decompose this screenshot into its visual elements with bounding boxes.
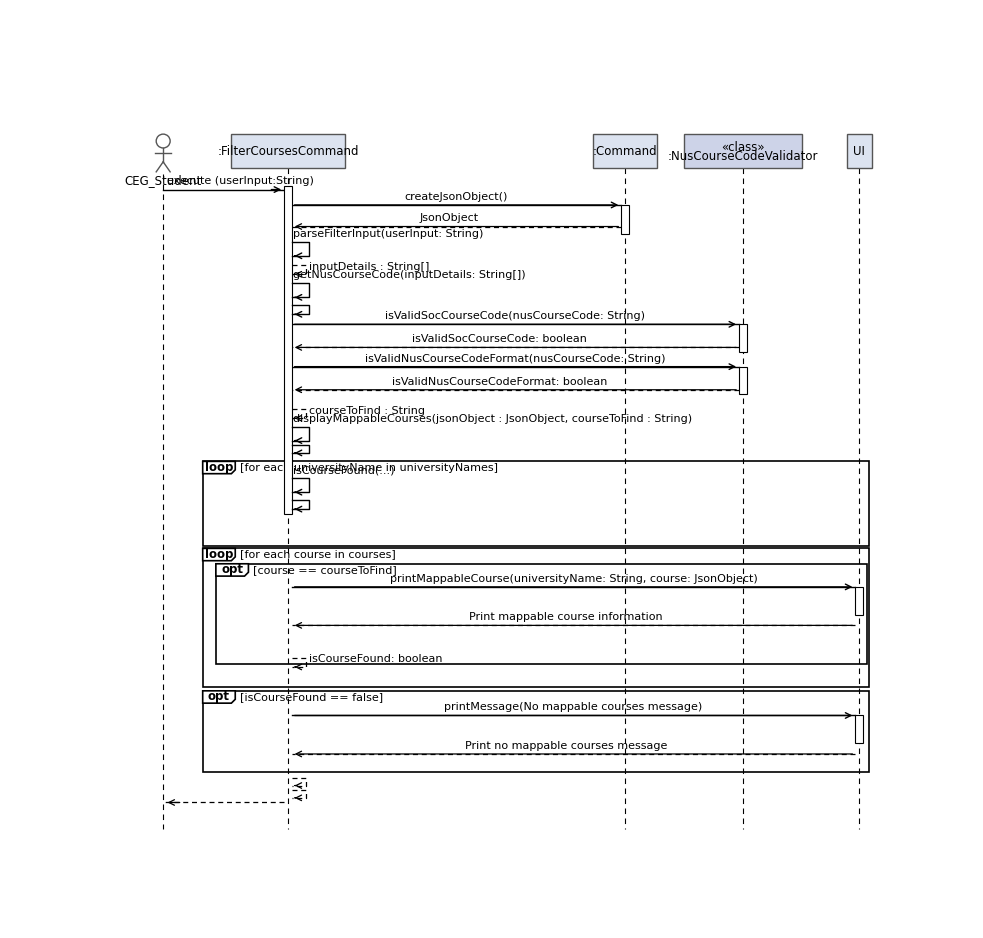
Text: :FilterCoursesCommand: :FilterCoursesCommand xyxy=(217,144,359,158)
Bar xyxy=(739,325,747,352)
Text: Print mappable course information: Print mappable course information xyxy=(469,613,663,622)
Text: printMessage(No mappable courses message): printMessage(No mappable courses message… xyxy=(444,703,703,712)
Text: displayMappableCourses(jsonObject : JsonObject, courseToFind : String): displayMappableCourses(jsonObject : Json… xyxy=(293,414,692,424)
Polygon shape xyxy=(202,461,235,474)
Bar xyxy=(231,134,345,168)
Text: courseToFind : String: courseToFind : String xyxy=(309,405,425,416)
Text: loop: loop xyxy=(204,461,233,474)
Text: isValidSocCourseCode(nusCourseCode: String): isValidSocCourseCode(nusCourseCode: Stri… xyxy=(385,311,646,321)
Text: printMappableCourse(universityName: String, course: JsonObject): printMappableCourse(universityName: Stri… xyxy=(389,574,758,583)
Bar xyxy=(855,587,863,614)
Text: loop: loop xyxy=(204,548,233,561)
Bar xyxy=(684,134,802,168)
Text: opt: opt xyxy=(221,564,243,577)
Bar xyxy=(202,461,869,546)
Bar xyxy=(202,690,869,772)
Text: parseFilterInput(userInput: String): parseFilterInput(userInput: String) xyxy=(293,229,484,239)
Text: Print no mappable courses message: Print no mappable courses message xyxy=(465,741,667,751)
Bar xyxy=(846,134,872,168)
Text: opt: opt xyxy=(208,690,230,704)
Polygon shape xyxy=(202,549,235,561)
Text: UI: UI xyxy=(853,144,865,158)
Text: «class»: «class» xyxy=(722,141,765,154)
Polygon shape xyxy=(216,564,249,576)
Text: JsonObject: JsonObject xyxy=(419,214,479,223)
Bar xyxy=(855,716,863,743)
Text: createJsonObject(): createJsonObject() xyxy=(405,192,508,202)
Text: isCourseFound(...): isCourseFound(...) xyxy=(293,465,395,476)
Text: isValidNusCourseCodeFormat(nusCourseCode: String): isValidNusCourseCodeFormat(nusCourseCode… xyxy=(365,354,665,364)
Bar xyxy=(594,134,657,168)
Bar xyxy=(216,564,867,664)
Bar xyxy=(621,205,629,234)
Text: CEG_Student: CEG_Student xyxy=(125,174,202,188)
Text: isValidNusCourseCodeFormat: boolean: isValidNusCourseCodeFormat: boolean xyxy=(392,377,607,386)
Text: execute (userInput:String): execute (userInput:String) xyxy=(167,176,314,187)
Text: [course == courseToFind]: [course == courseToFind] xyxy=(253,565,397,575)
Bar xyxy=(284,187,292,514)
Text: isCourseFound: boolean: isCourseFound: boolean xyxy=(309,655,442,664)
Text: [for each course in courses]: [for each course in courses] xyxy=(240,550,395,560)
Text: getNusCourseCode(inputDetails: String[]): getNusCourseCode(inputDetails: String[]) xyxy=(293,270,526,280)
Bar xyxy=(739,367,747,394)
Text: :Command: :Command xyxy=(593,144,658,158)
Text: [for each universityName in universityNames]: [for each universityName in universityNa… xyxy=(240,462,498,473)
Polygon shape xyxy=(202,690,235,704)
Text: :NusCourseCodeValidator: :NusCourseCodeValidator xyxy=(667,150,818,163)
Text: isValidSocCourseCode: boolean: isValidSocCourseCode: boolean xyxy=(413,334,588,344)
Text: inputDetails : String[]: inputDetails : String[] xyxy=(309,262,430,272)
Bar xyxy=(202,549,869,687)
Text: [isCourseFound == false]: [isCourseFound == false] xyxy=(240,692,383,702)
